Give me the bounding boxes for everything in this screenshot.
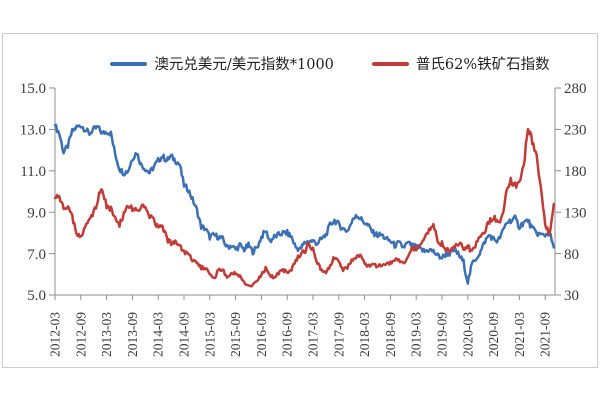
x-tick-label: 2021-03 (512, 312, 527, 357)
iron-ore-line (53, 127, 556, 288)
x-tick-label: 2018-09 (383, 312, 398, 357)
left-tick-label: 13.0 (20, 123, 46, 139)
x-tick-label: 2013-09 (125, 312, 140, 357)
legend-marker-iron-ore (371, 61, 409, 66)
x-tick-label: 2020-03 (460, 312, 475, 357)
x-tick-label: 2017-09 (331, 312, 346, 357)
x-tick-label: 2013-03 (99, 312, 114, 357)
chart-frame (2, 33, 598, 368)
x-tick-label: 2012-09 (73, 312, 88, 357)
right-tick-label: 280 (564, 81, 587, 97)
right-tick-label: 180 (564, 164, 587, 180)
legend: 澳元兑美元/美元指数*1000 普氏62%铁矿石指数 (30, 53, 600, 74)
x-tick-label: 2019-09 (435, 312, 450, 357)
right-tick-label: 230 (564, 123, 587, 139)
left-tick-label: 15.0 (20, 81, 46, 97)
left-tick-label: 5.0 (27, 288, 46, 304)
x-tick-label: 2016-03 (254, 312, 269, 357)
x-tick-label: 2019-03 (409, 312, 424, 357)
aud-usd-line (53, 123, 556, 285)
right-tick-label: 130 (564, 205, 587, 221)
x-tick-label: 2014-09 (177, 312, 192, 357)
x-tick-label: 2014-03 (151, 312, 166, 357)
x-tick-label: 2018-03 (357, 312, 372, 357)
x-tick-label: 2012-03 (48, 312, 63, 357)
legend-item-iron-ore: 普氏62%铁矿石指数 (371, 53, 550, 74)
x-tick-label: 2015-03 (202, 312, 217, 357)
right-tick-label: 80 (564, 247, 579, 263)
left-tick-label: 7.0 (27, 247, 46, 263)
legend-label-aud-usd: 澳元兑美元/美元指数*1000 (154, 57, 334, 73)
legend-marker-aud-usd (110, 61, 148, 66)
x-tick-label: 2017-03 (306, 312, 321, 357)
x-tick-label: 2020-09 (486, 312, 501, 357)
right-tick-label: 30 (564, 288, 579, 304)
x-tick-label: 2015-09 (228, 312, 243, 357)
left-tick-label: 9.0 (27, 205, 46, 221)
legend-item-aud-usd: 澳元兑美元/美元指数*1000 (110, 53, 334, 74)
legend-label-iron-ore: 普氏62%铁矿石指数 (415, 57, 550, 73)
x-tick-label: 2016-09 (280, 312, 295, 357)
x-tick-label: 2021-09 (538, 312, 553, 357)
left-tick-label: 11.0 (20, 164, 46, 180)
